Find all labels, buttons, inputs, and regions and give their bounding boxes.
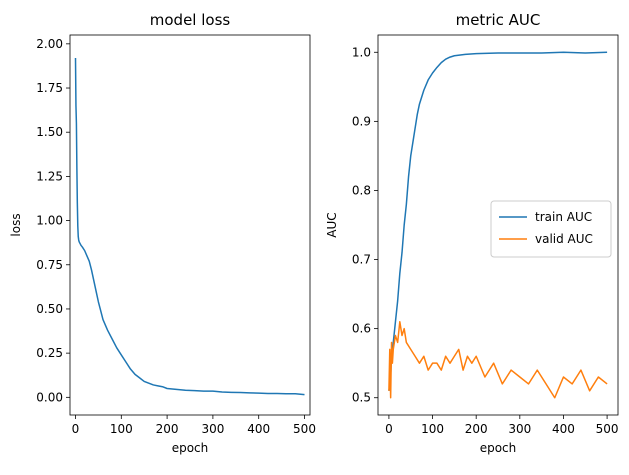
x-tick-label: 400 bbox=[552, 422, 575, 436]
x-tick-label: 100 bbox=[421, 422, 444, 436]
legend-box bbox=[490, 200, 612, 258]
y-axis-label: loss bbox=[9, 213, 23, 236]
series-line-train-auc bbox=[388, 51, 608, 391]
series-line-valid-auc bbox=[388, 320, 608, 399]
chart-title: metric AUC bbox=[456, 11, 541, 29]
y-tick-label: 0.25 bbox=[36, 346, 63, 360]
x-tick-label: 300 bbox=[508, 422, 531, 436]
y-tick-label: 0.75 bbox=[36, 258, 63, 272]
y-tick-label: 2.00 bbox=[36, 37, 63, 51]
y-tick-label: 0.8 bbox=[352, 183, 371, 197]
axes-frame bbox=[69, 34, 311, 416]
x-tick-label: 0 bbox=[385, 422, 393, 436]
x-tick-label: 100 bbox=[110, 422, 133, 436]
series-line-1 bbox=[74, 57, 305, 396]
x-tick-label: 200 bbox=[465, 422, 488, 436]
x-tick-label: 500 bbox=[293, 422, 316, 436]
chart-1: 0 100 200 300 400 500 0.00 0.25 0.50 0.75 1.00 1.25… bbox=[9, 11, 316, 455]
chart-title: model loss bbox=[150, 11, 231, 29]
y-tick-label: 1.0 bbox=[352, 45, 371, 59]
y-tick-label: 1.75 bbox=[36, 81, 63, 95]
y-tick-label: 0.9 bbox=[352, 114, 371, 128]
x-tick-label: 500 bbox=[596, 422, 619, 436]
x-axis-label: epoch bbox=[480, 441, 517, 455]
y-tick-label: 0.50 bbox=[36, 302, 63, 316]
legend: train AUC valid AUC bbox=[490, 200, 612, 258]
y-tick-label: 0.6 bbox=[352, 322, 371, 336]
axes-frame bbox=[377, 34, 619, 416]
y-tick-label: 0.00 bbox=[36, 390, 63, 404]
x-tick-label: 300 bbox=[201, 422, 224, 436]
y-tick-label: 1.00 bbox=[36, 214, 63, 228]
legend-entry-label: valid AUC bbox=[535, 232, 593, 246]
y-tick-label: 1.25 bbox=[36, 169, 63, 183]
y-axis-label: AUC bbox=[325, 212, 339, 237]
chart-2: 0 100 200 300 400 500 0.5 0.6 0.7 0.8 0.9 1.0 metric… bbox=[325, 11, 619, 455]
y-tick-label: 0.7 bbox=[352, 253, 371, 267]
legend-entry-label: train AUC bbox=[535, 210, 592, 224]
x-tick-label: 400 bbox=[247, 422, 270, 436]
x-tick-label: 0 bbox=[72, 422, 80, 436]
y-tick-label: 0.5 bbox=[352, 391, 371, 405]
x-tick-label: 200 bbox=[156, 422, 179, 436]
y-tick-label: 1.50 bbox=[36, 125, 63, 139]
x-axis-label: epoch bbox=[172, 441, 209, 455]
